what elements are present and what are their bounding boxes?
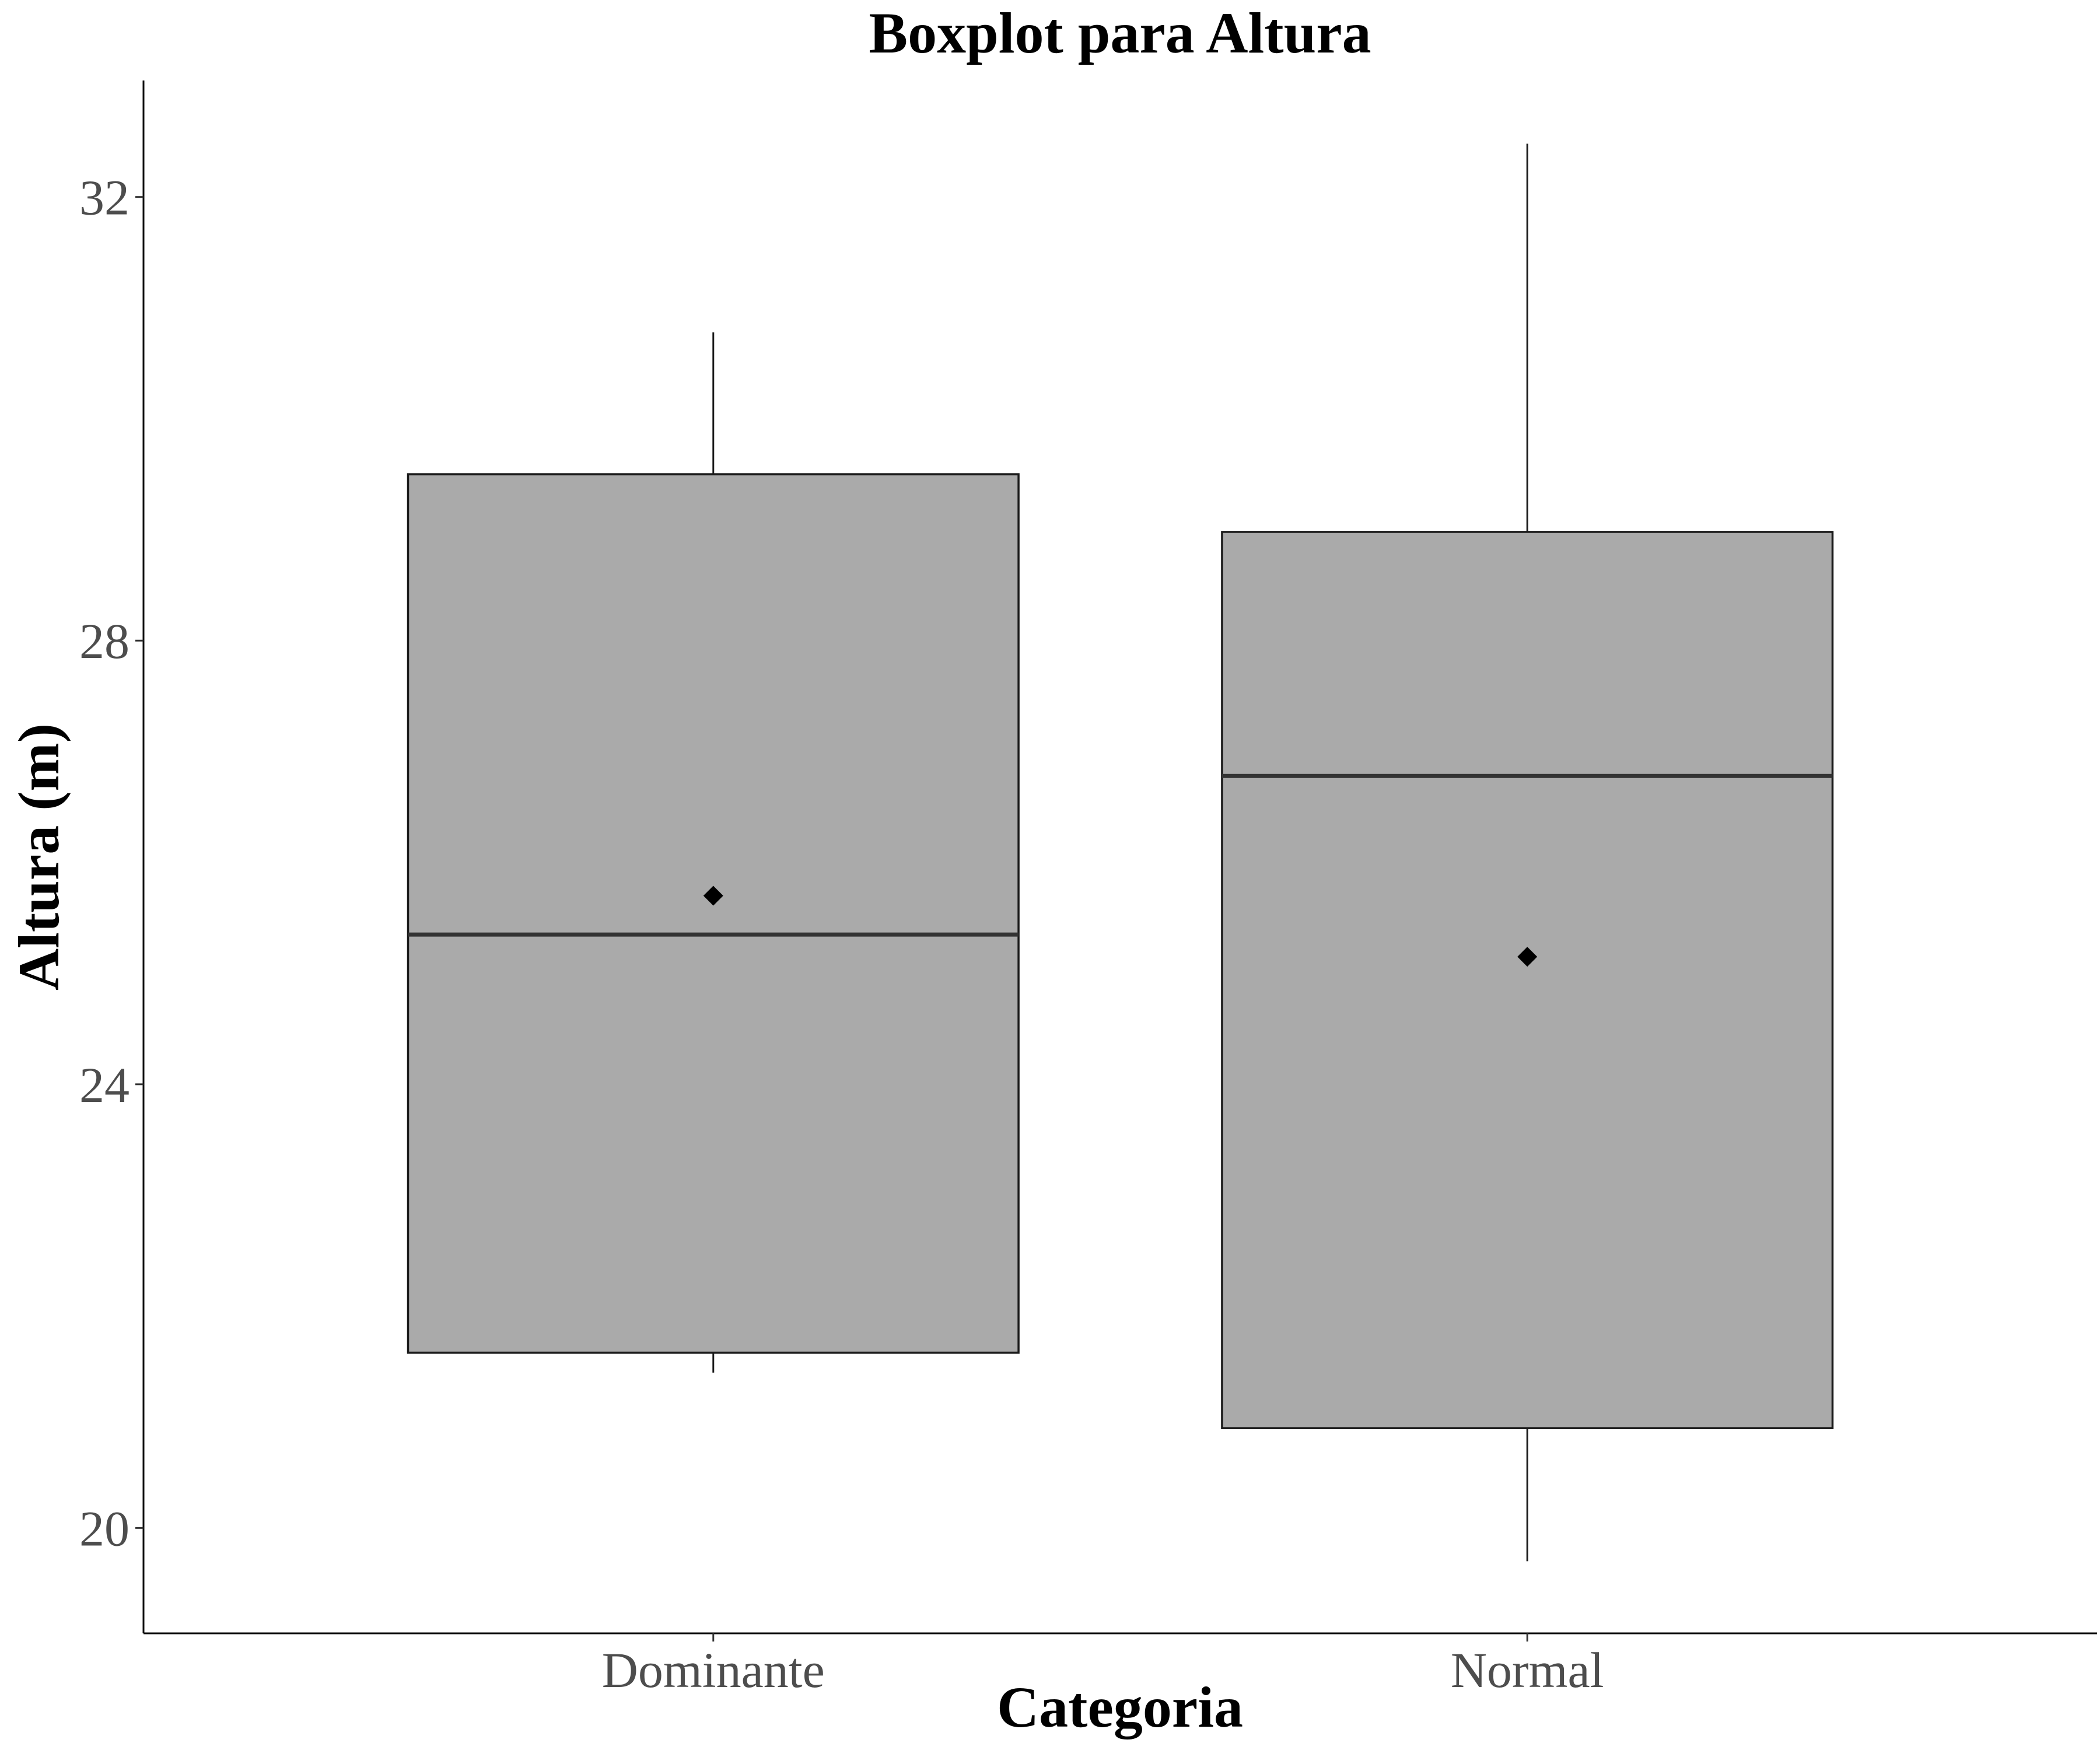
mean-marker bbox=[1517, 947, 1538, 967]
y-tick-label: 24 bbox=[79, 1057, 130, 1113]
y-tick-label: 20 bbox=[79, 1500, 130, 1556]
box-group-dominante bbox=[407, 332, 1020, 1373]
y-axis-title: Altura (m) bbox=[6, 723, 71, 991]
iqr-box bbox=[407, 473, 1020, 1354]
x-axis-ticks: Dominante Normal bbox=[602, 1633, 1604, 1698]
chart-title: Boxplot para Altura bbox=[869, 1, 1371, 65]
iqr-box bbox=[1221, 531, 1834, 1429]
y-tick-label: 28 bbox=[79, 613, 130, 669]
y-tick-label: 32 bbox=[79, 170, 130, 226]
mean-marker bbox=[703, 886, 723, 906]
box-group-normal bbox=[1221, 144, 1834, 1562]
x-tick-label-dominante: Dominante bbox=[602, 1642, 825, 1698]
plot-area bbox=[407, 144, 1834, 1562]
x-axis-title: Categoria bbox=[997, 1675, 1243, 1740]
y-axis-ticks: 20 24 28 32 bbox=[79, 170, 144, 1556]
x-tick-label-normal: Normal bbox=[1451, 1642, 1604, 1698]
